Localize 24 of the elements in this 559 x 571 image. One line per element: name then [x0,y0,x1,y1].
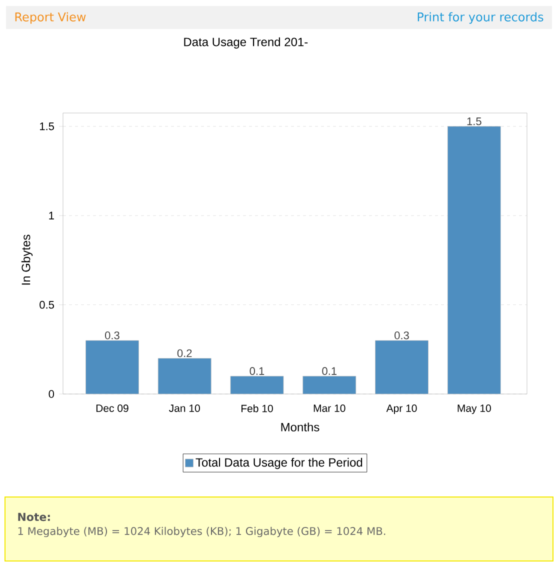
data-label: 0.3 [105,331,120,340]
y-tick-label: 1.5 [40,122,54,130]
text: Note: [18,512,50,522]
chart-title: Data Usage Trend 201- [184,37,308,49]
data-label: 0.3 [394,331,409,340]
x-axis-title: Months [281,422,320,432]
data-label: 0.2 [177,349,192,358]
x-tick-label: Feb 10 [242,404,273,412]
text: 1 Megabyte (MB) = 1024 Kilobytes (KB); 1 Gigabyte (GB) = 1024 MB. [18,526,386,538]
y-tick-label: 0.5 [40,300,54,309]
x-tick-label: Apr 10 [386,404,417,414]
y-tick-label: 1 [49,212,54,220]
x-tick-label: Mar 10 [314,404,346,412]
data-label: 0.1 [322,367,336,375]
y-tick-label: 0 [48,390,54,398]
legend-label: Total Data Usage for the Period [196,458,362,470]
y-axis-title: In Gbytes [21,234,33,285]
data-label: 0.1 [250,367,264,375]
x-tick-label: May 10 [458,404,491,414]
text: Print for your records [418,12,544,24]
data-label: 1.5 [467,118,482,126]
x-tick-label: Jan 10 [169,404,200,412]
x-tick-label: Dec 09 [96,404,128,412]
text: Report View [15,12,86,24]
